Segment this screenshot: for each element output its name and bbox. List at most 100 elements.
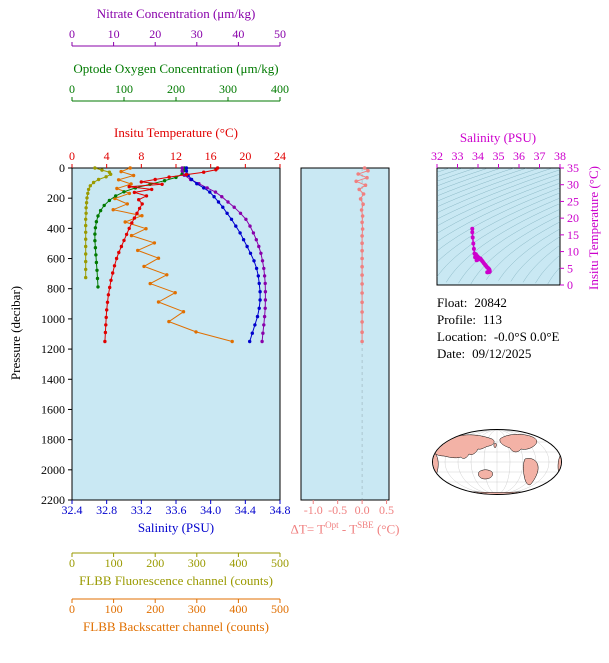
fluorescence-axis-title: FLBB Fluorescence channel (counts) [79,573,273,588]
svg-text:1400: 1400 [41,372,65,386]
nitrate-axis-title: Nitrate Concentration (μm/kg) [96,6,256,21]
svg-text:100: 100 [105,602,123,616]
continent-south-america [523,458,539,486]
svg-text:0: 0 [69,556,75,570]
delta-temperature-axis-title: ΔT= TOpt - TSBE (°C) [245,520,445,537]
svg-text:0: 0 [59,161,65,175]
series-fluorescence [84,166,113,280]
svg-text:36: 36 [513,149,525,163]
float-info-block: Float: 20842 Profile: 113 Location: -0.0°S … [437,294,559,362]
svg-text:32.4: 32.4 [62,503,83,517]
plot-panels [71,167,561,501]
svg-text:-1.0: -1.0 [304,503,323,517]
svg-text:500: 500 [271,556,289,570]
backscatter-axis: 0 100 200 300 400 500 [69,598,289,616]
profile-value: 113 [483,312,503,327]
svg-text:300: 300 [188,602,206,616]
svg-text:2000: 2000 [41,463,65,477]
float-info-line: Date: 09/12/2025 [437,345,559,362]
continent-north-america [499,434,538,453]
continent-eurasia [434,434,495,459]
svg-text:300: 300 [188,556,206,570]
svg-text:38: 38 [554,149,566,163]
svg-text:800: 800 [47,282,65,296]
series-salinity [184,166,262,344]
svg-text:30: 30 [191,27,203,41]
svg-text:20: 20 [149,27,161,41]
svg-text:0.0: 0.0 [355,503,370,517]
svg-text:0: 0 [69,149,75,163]
nitrate-axis: 0 10 20 30 40 50 [69,27,286,47]
svg-text:40: 40 [232,27,244,41]
location-label: Location: [437,329,487,344]
svg-text:0: 0 [69,27,75,41]
svg-text:34: 34 [472,149,484,163]
svg-text:1800: 1800 [41,433,65,447]
float-value: 20842 [474,295,507,310]
density-contours [436,167,561,285]
world-map [432,429,562,495]
oxygen-axis-title: Optode Oxygen Concentration (μm/kg) [73,61,279,76]
svg-text:20: 20 [567,211,579,225]
svg-text:0.5: 0.5 [379,503,394,517]
date-label: Date: [437,346,466,361]
ts-temperature-axis-title: Insitu Temperature (°C) [586,166,601,290]
delta-title-mid: - T [338,521,358,537]
ts-salinity-axis-title: Salinity (PSU) [459,130,537,145]
svg-text:16: 16 [205,149,217,163]
oxygen-axis: 0 100 200 300 400 [69,82,289,102]
location-value: -0.0°S 0.0°E [493,329,560,344]
profile-label: Profile: [437,312,476,327]
profile-plot-area [71,167,281,501]
svg-text:33.6: 33.6 [166,503,187,517]
svg-text:500: 500 [271,602,289,616]
date-value: 09/12/2025 [472,346,532,361]
svg-text:0: 0 [567,278,573,292]
svg-text:400: 400 [47,221,65,235]
svg-text:300: 300 [219,82,237,96]
svg-text:30: 30 [567,178,579,192]
svg-text:50: 50 [274,27,286,41]
float-info-line: Float: 20842 [437,294,559,311]
svg-text:35: 35 [567,161,579,175]
svg-text:400: 400 [229,556,247,570]
svg-text:100: 100 [115,82,133,96]
svg-text:1200: 1200 [41,342,65,356]
svg-text:400: 400 [271,82,289,96]
salinity-axis: 32.4 32.8 33.2 33.6 34.0 34.4 34.8 [62,500,291,517]
pressure-axis-title: Pressure (decibar) [8,285,23,381]
svg-text:37: 37 [534,149,546,163]
float-info-line: Location: -0.0°S 0.0°E [437,328,559,345]
svg-text:0: 0 [69,602,75,616]
delta-title-suffix: (°C) [373,521,400,537]
svg-text:35: 35 [493,149,505,163]
float-info-line: Profile: 113 [437,311,559,328]
svg-text:12: 12 [170,149,182,163]
delta-title-sup-opt: Opt [325,520,339,530]
svg-text:8: 8 [138,149,144,163]
svg-text:0: 0 [69,82,75,96]
svg-text:400: 400 [229,602,247,616]
svg-text:200: 200 [146,556,164,570]
pressure-axis: 0 200 400 600 800 1000 1200 1400 1600 1800 2000 220… [41,161,72,507]
svg-text:15: 15 [567,228,579,242]
svg-text:32.8: 32.8 [96,503,117,517]
series-temperature [103,166,220,344]
svg-text:1000: 1000 [41,312,65,326]
series-nitrate [180,166,268,344]
delta-title-sup-sbe: SBE [357,520,374,530]
series-backscatter [111,166,234,344]
ts-axes: 32 33 34 35 36 37 38 0 5 10 15 20 25 30 35 [431,149,579,292]
svg-text:2200: 2200 [41,493,65,507]
svg-text:33.2: 33.2 [131,503,152,517]
temperature-axis: 0 4 8 12 16 20 24 [69,149,286,168]
continent-australia [478,469,493,480]
svg-text:33: 33 [452,149,464,163]
delta-plot-area [300,167,390,501]
svg-text:34.0: 34.0 [200,503,221,517]
series-delta-temperature [354,166,370,344]
temperature-axis-title: Insitu Temperature (°C) [114,125,238,140]
series-ts-profile [470,226,492,275]
svg-text:34.4: 34.4 [235,503,256,517]
